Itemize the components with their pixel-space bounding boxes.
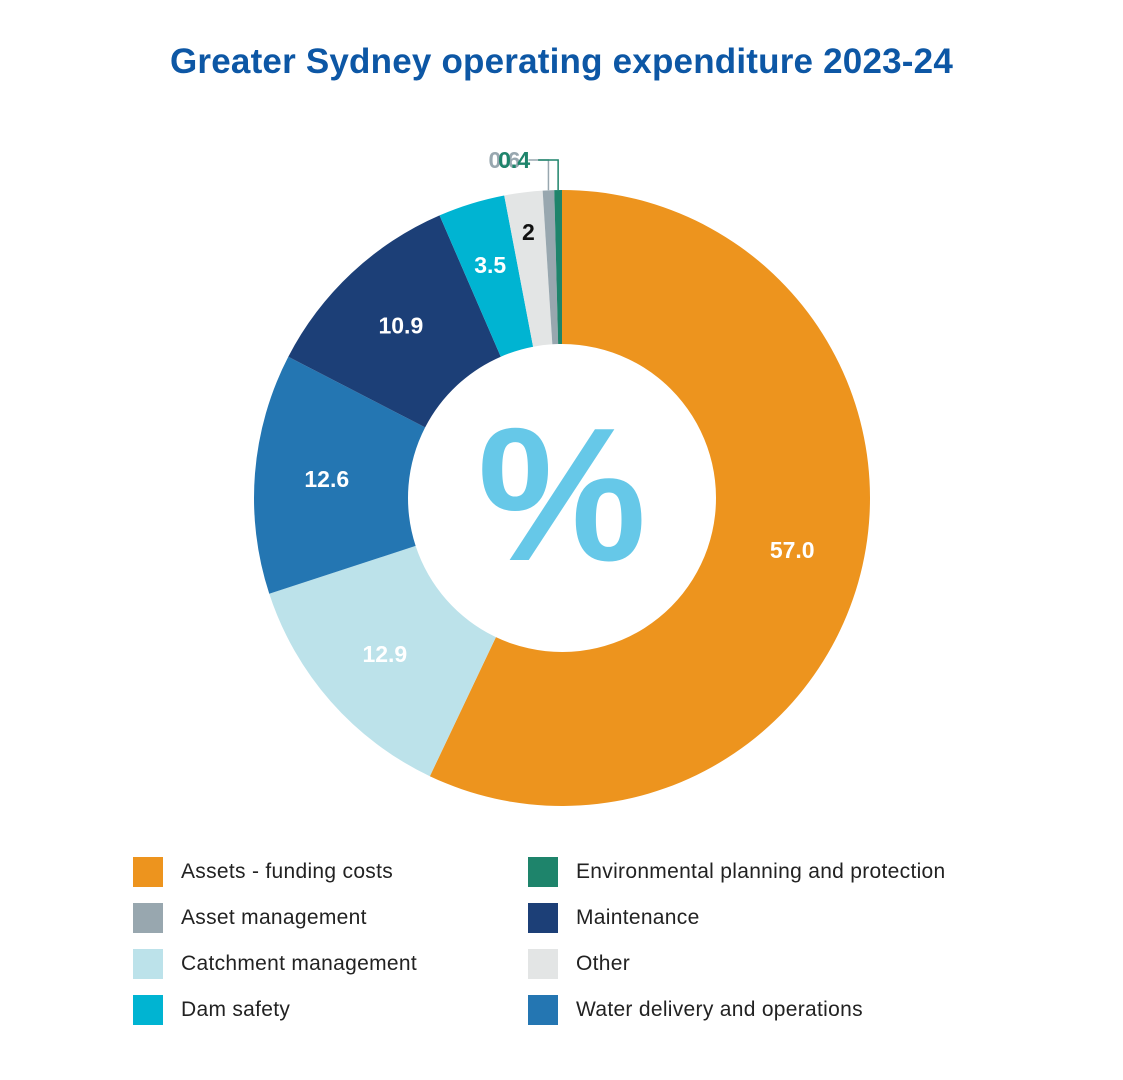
legend-item-dam-safety: Dam safety [133, 995, 528, 1025]
legend-label: Maintenance [576, 906, 700, 929]
legend-item-water-delivery-and-operations: Water delivery and operations [528, 995, 1033, 1025]
legend-item-environmental-planning-and-protection: Environmental planning and protection [528, 857, 1033, 887]
legend-label: Water delivery and operations [576, 998, 863, 1021]
slice-dam-safety [439, 195, 534, 357]
legend-item-catchment-management: Catchment management [133, 949, 528, 979]
legend-swatch [133, 903, 163, 933]
data-label-other: 2 [522, 219, 535, 245]
data-label-catchment-management: 12.9 [362, 641, 407, 667]
legend-label: Catchment management [181, 952, 417, 975]
legend-item-maintenance: Maintenance [528, 903, 1033, 933]
legend-swatch [528, 949, 558, 979]
data-label-environmental-planning-and-protection: 0.4 [498, 147, 530, 173]
slice-asset-management [542, 190, 559, 345]
legend-item-other: Other [528, 949, 1033, 979]
slice-catchment-management [269, 545, 496, 777]
legend-swatch [133, 995, 163, 1025]
data-label-asset-management: 0.6 [488, 147, 520, 173]
slice-environmental-planning-and-protection [554, 190, 562, 345]
legend-item-assets-funding-costs: Assets - funding costs [133, 857, 528, 887]
chart-title: Greater Sydney operating expenditure 202… [170, 42, 953, 81]
slice-other [504, 190, 553, 347]
legend-label: Dam safety [181, 998, 291, 1021]
data-label-water-delivery-and-operations: 12.6 [304, 466, 349, 492]
chart-legend: Assets - funding costs Environmental plan… [133, 857, 1033, 1047]
data-label-assets-funding-costs: 57.0 [770, 537, 815, 563]
legend-label: Assets - funding costs [181, 860, 394, 883]
leader-line-asset-management [528, 159, 550, 191]
leader-line-environmental-planning-and-protection [538, 159, 559, 191]
slice-maintenance [288, 215, 501, 428]
data-label-dam-safety: 3.5 [474, 252, 506, 278]
legend-swatch [528, 995, 558, 1025]
slice-water-delivery-and-operations [253, 356, 426, 594]
legend-swatch [528, 857, 558, 887]
legend-swatch [528, 903, 558, 933]
slice-assets-funding-costs [429, 190, 870, 806]
legend-swatch [133, 949, 163, 979]
legend-item-asset-management: Asset management [133, 903, 528, 933]
legend-label: Asset management [181, 906, 367, 929]
legend-label: Other [576, 952, 631, 975]
legend-swatch [133, 857, 163, 887]
data-label-maintenance: 10.9 [378, 313, 423, 339]
legend-label: Environmental planning and protection [576, 860, 946, 883]
center-percent-label: % [478, 389, 647, 601]
